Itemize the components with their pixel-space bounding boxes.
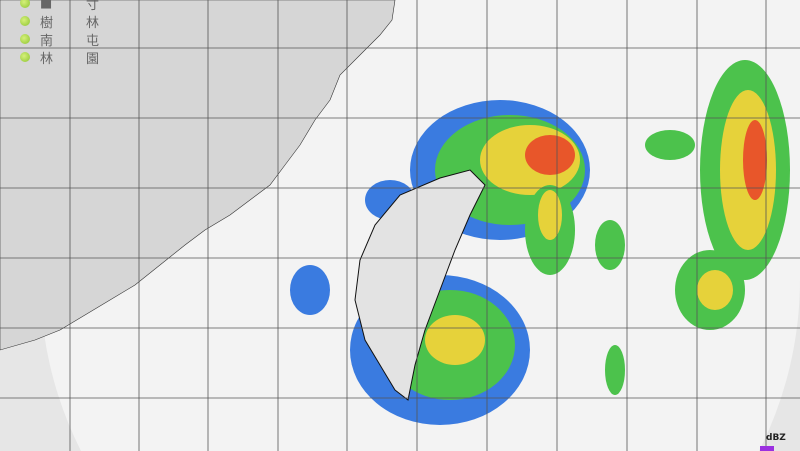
green-dot-icon xyxy=(20,0,30,8)
station-item[interactable]: 樹林 xyxy=(20,12,99,31)
green-dot-icon xyxy=(20,52,30,62)
green-dot-icon xyxy=(20,34,30,44)
scale-unit: dBZ xyxy=(766,433,786,443)
green-dot-icon xyxy=(20,16,30,26)
taiwan-island xyxy=(354,169,486,401)
station-item[interactable]: 林園 xyxy=(20,48,99,67)
station-legend: ■ 寸 樹林 南屯 林園 xyxy=(20,0,99,67)
scale-swatch xyxy=(760,446,774,451)
station-item[interactable]: 南屯 xyxy=(20,30,99,49)
station-item[interactable]: ■ 寸 xyxy=(20,0,99,13)
